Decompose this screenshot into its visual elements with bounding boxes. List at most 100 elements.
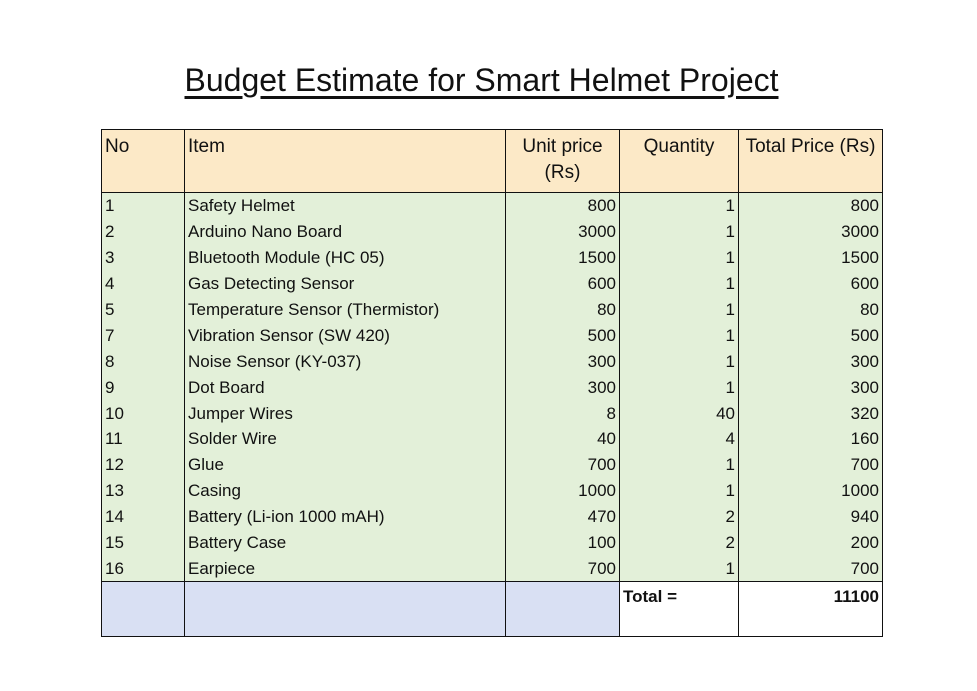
cell-unit-price: 1500	[505, 244, 620, 271]
cell-item: Gas Detecting Sensor	[184, 270, 506, 297]
cell-quantity: 1	[619, 270, 739, 297]
table-row: 10 Jumper Wires 8 40 320	[101, 400, 883, 427]
budget-table: No Item Unit price (Rs) Quantity Total P…	[101, 129, 883, 638]
cell-unit-price: 700	[505, 555, 620, 583]
cell-quantity: 1	[619, 451, 739, 478]
cell-item: Battery Case	[184, 529, 506, 556]
cell-quantity: 2	[619, 503, 739, 530]
cell-unit-price: 40	[505, 426, 620, 452]
cell-total-price: 200	[738, 529, 883, 556]
cell-item: Bluetooth Module (HC 05)	[184, 244, 506, 271]
table-row: 13 Casing 1000 1 1000	[101, 477, 883, 504]
cell-no: 7	[101, 322, 185, 349]
total-value: 11100	[738, 581, 883, 638]
total-empty-cell	[184, 581, 506, 638]
cell-no: 8	[101, 348, 185, 375]
cell-no: 14	[101, 503, 185, 530]
cell-quantity: 40	[619, 400, 739, 427]
cell-no: 11	[101, 426, 185, 452]
cell-quantity: 1	[619, 218, 739, 245]
cell-no: 13	[101, 477, 185, 504]
cell-quantity: 1	[619, 244, 739, 271]
cell-unit-price: 80	[505, 296, 620, 323]
page-title: Budget Estimate for Smart Helmet Project	[184, 62, 779, 98]
cell-unit-price: 1000	[505, 477, 620, 504]
cell-no: 4	[101, 270, 185, 297]
cell-item: Dot Board	[184, 374, 506, 401]
total-label: Total =	[619, 581, 739, 638]
cell-no: 5	[101, 296, 185, 323]
cell-total-price: 600	[738, 270, 883, 297]
cell-item: Noise Sensor (KY-037)	[184, 348, 506, 375]
total-empty-cell	[505, 581, 620, 638]
cell-item: Casing	[184, 477, 506, 504]
cell-no: 2	[101, 218, 185, 245]
cell-unit-price: 300	[505, 348, 620, 375]
cell-item: Battery (Li-ion 1000 mAH)	[184, 503, 506, 530]
table-row: 8 Noise Sensor (KY-037) 300 1 300	[101, 348, 883, 375]
total-row: Total = 11100	[101, 581, 883, 638]
cell-no: 16	[101, 555, 185, 583]
cell-unit-price: 3000	[505, 218, 620, 245]
cell-item: Earpiece	[184, 555, 506, 583]
header-row: No Item Unit price (Rs) Quantity Total P…	[101, 129, 883, 193]
cell-quantity: 1	[619, 348, 739, 375]
cell-total-price: 3000	[738, 218, 883, 245]
table-row: 1 Safety Helmet 800 1 800	[101, 192, 883, 219]
cell-quantity: 4	[619, 426, 739, 452]
cell-total-price: 160	[738, 426, 883, 452]
cell-total-price: 800	[738, 192, 883, 219]
cell-total-price: 80	[738, 296, 883, 323]
header-quantity: Quantity	[619, 129, 739, 193]
table-row: 5 Temperature Sensor (Thermistor) 80 1 80	[101, 296, 883, 323]
cell-total-price: 1500	[738, 244, 883, 271]
table-row: 14 Battery (Li-ion 1000 mAH) 470 2 940	[101, 503, 883, 530]
cell-quantity: 1	[619, 477, 739, 504]
cell-item: Safety Helmet	[184, 192, 506, 219]
cell-no: 3	[101, 244, 185, 271]
cell-quantity: 2	[619, 529, 739, 556]
cell-unit-price: 470	[505, 503, 620, 530]
cell-item: Temperature Sensor (Thermistor)	[184, 296, 506, 323]
cell-unit-price: 8	[505, 400, 620, 427]
table-row: 7 Vibration Sensor (SW 420) 500 1 500	[101, 322, 883, 349]
cell-no: 9	[101, 374, 185, 401]
cell-quantity: 1	[619, 192, 739, 219]
cell-unit-price: 600	[505, 270, 620, 297]
cell-unit-price: 700	[505, 451, 620, 478]
cell-quantity: 1	[619, 296, 739, 323]
table-row: 15 Battery Case 100 2 200	[101, 529, 883, 556]
table-row: 2 Arduino Nano Board 3000 1 3000	[101, 218, 883, 245]
cell-total-price: 1000	[738, 477, 883, 504]
table-row: 16 Earpiece 700 1 700	[101, 555, 883, 583]
cell-total-price: 320	[738, 400, 883, 427]
cell-unit-price: 100	[505, 529, 620, 556]
table-row: 3 Bluetooth Module (HC 05) 1500 1 1500	[101, 244, 883, 271]
header-item: Item	[184, 129, 506, 193]
cell-item: Jumper Wires	[184, 400, 506, 427]
cell-no: 12	[101, 451, 185, 478]
cell-quantity: 1	[619, 322, 739, 349]
cell-total-price: 500	[738, 322, 883, 349]
table-row: 9 Dot Board 300 1 300	[101, 374, 883, 401]
cell-item: Arduino Nano Board	[184, 218, 506, 245]
cell-unit-price: 300	[505, 374, 620, 401]
header-no: No	[101, 129, 185, 193]
table-row: 11 Solder Wire 40 4 160	[101, 426, 883, 452]
cell-total-price: 940	[738, 503, 883, 530]
cell-total-price: 700	[738, 451, 883, 478]
cell-unit-price: 800	[505, 192, 620, 219]
cell-total-price: 700	[738, 555, 883, 583]
table-row: 4 Gas Detecting Sensor 600 1 600	[101, 270, 883, 297]
cell-no: 1	[101, 192, 185, 219]
table-row: 12 Glue 700 1 700	[101, 451, 883, 478]
cell-total-price: 300	[738, 374, 883, 401]
cell-quantity: 1	[619, 555, 739, 583]
cell-total-price: 300	[738, 348, 883, 375]
cell-unit-price: 500	[505, 322, 620, 349]
cell-item: Glue	[184, 451, 506, 478]
cell-item: Solder Wire	[184, 426, 506, 452]
cell-no: 15	[101, 529, 185, 556]
cell-quantity: 1	[619, 374, 739, 401]
cell-no: 10	[101, 400, 185, 427]
